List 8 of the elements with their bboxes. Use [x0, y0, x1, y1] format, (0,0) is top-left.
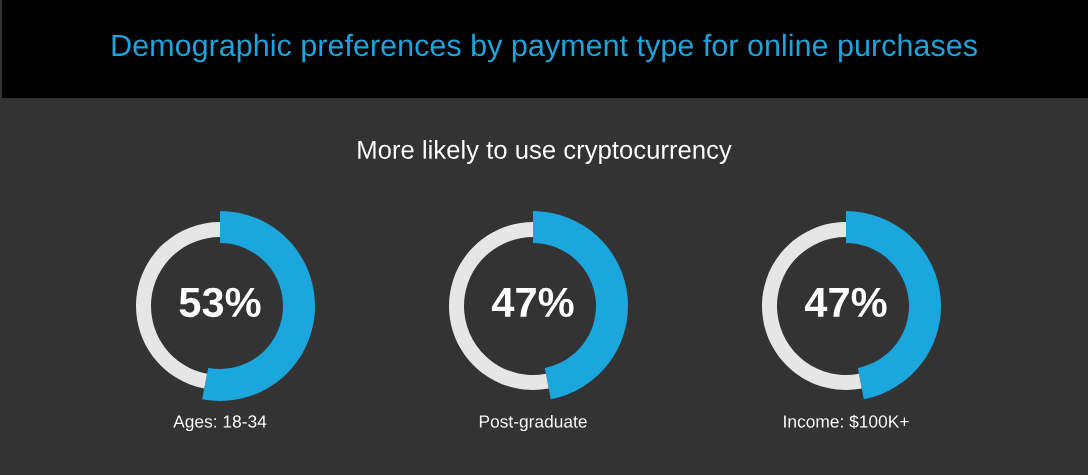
text: Ages: 18-34	[173, 415, 267, 432]
text: Demographic preferences by payment type for online purchases	[112, 33, 977, 63]
data-label: 53%	[179, 287, 261, 318]
text: More likely to use cryptocurrency	[358, 140, 732, 164]
data-label: 47%	[804, 287, 887, 318]
text: Income: $100K+	[784, 414, 909, 429]
data-label: 47%	[491, 287, 574, 318]
text: Post-graduate	[479, 414, 587, 432]
